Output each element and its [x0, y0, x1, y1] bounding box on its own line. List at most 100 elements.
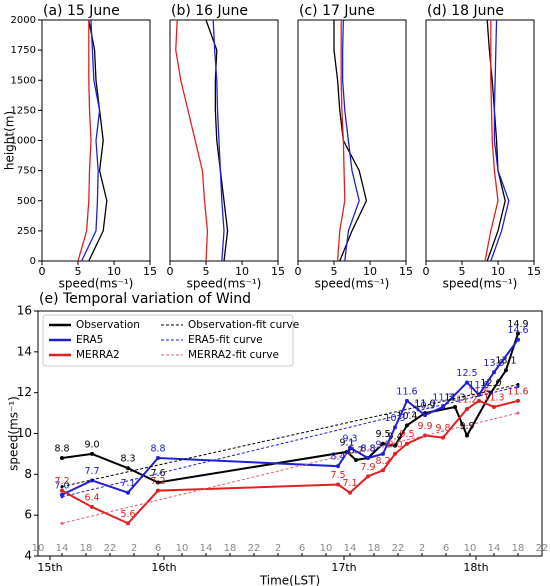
- x-tick-label: 15: [271, 265, 285, 278]
- value-label: 9.0: [387, 439, 402, 450]
- y-axis-label: speed(ms⁻¹): [7, 396, 21, 471]
- value-label: 11.9: [468, 380, 489, 391]
- y-tick-label: 14: [17, 344, 32, 358]
- y-tick-label: 250: [17, 226, 36, 237]
- x-tick-label: 5: [75, 265, 82, 278]
- value-label: 7.1: [342, 478, 357, 489]
- value-label: 11.0: [414, 399, 435, 410]
- point: [60, 495, 64, 499]
- value-label: 7.6: [150, 468, 165, 479]
- series-line: [77, 20, 92, 262]
- x-tick-label: 10: [363, 265, 377, 278]
- point: [405, 398, 409, 403]
- x-tick-label: 6: [155, 543, 161, 554]
- x-axis-label: speed(ms⁻¹): [59, 277, 134, 291]
- series-line: [341, 19, 360, 262]
- value-label: 8.8: [360, 444, 375, 455]
- point: [156, 480, 160, 485]
- x-tick-label: 2: [419, 543, 425, 554]
- series-line: [336, 20, 346, 262]
- x-tick-label: 22: [104, 543, 117, 554]
- point: [405, 423, 409, 428]
- y-tick-label: 12: [17, 385, 32, 399]
- fit-line: [61, 384, 519, 488]
- point: [441, 435, 445, 440]
- value-label: 8.3: [120, 454, 135, 465]
- point: [504, 368, 508, 373]
- point: [516, 331, 520, 336]
- point: [465, 407, 469, 411]
- x-axis-label: speed(ms⁻¹): [187, 277, 262, 291]
- value-label: 7.9: [360, 462, 375, 473]
- value-label: 9.1: [339, 437, 354, 448]
- value-label: 11.3: [444, 392, 465, 403]
- x-tick-label: 14: [488, 543, 501, 554]
- x-tick-label: 22: [536, 543, 549, 554]
- value-label: 9.9: [417, 421, 432, 432]
- y-tick-label: 1000: [11, 136, 36, 147]
- value-label: 13.1: [495, 356, 516, 367]
- point: [381, 451, 385, 456]
- value-label: 9.4: [387, 431, 402, 442]
- x-tick-label: 0: [423, 265, 430, 278]
- series-line: [490, 19, 510, 262]
- plot-frame: [297, 19, 407, 262]
- value-label: 9.9: [459, 421, 474, 432]
- y-tick-label: 750: [17, 166, 36, 177]
- value-label: 11.2: [456, 395, 477, 406]
- value-label: 10.4: [396, 411, 417, 422]
- series-line: [61, 338, 519, 496]
- point: [126, 490, 130, 495]
- value-label: 7.7: [84, 466, 99, 477]
- point: [126, 466, 130, 471]
- value-label: 9.0: [84, 439, 99, 450]
- value-label: 9.5: [375, 429, 390, 440]
- point: [126, 521, 130, 526]
- x-tick-label: 2: [275, 543, 281, 554]
- value-label: 11.6: [468, 386, 489, 397]
- value-label: 6.4: [84, 493, 99, 504]
- value-label: 14.6: [507, 325, 528, 336]
- value-label: 12.0: [480, 378, 501, 389]
- value-label: 8.2: [375, 456, 390, 467]
- value-label: 5.6: [120, 509, 135, 520]
- x-tick-label: 18: [224, 543, 237, 554]
- point: [423, 433, 427, 438]
- legend-label: MERRA2: [76, 349, 120, 361]
- point: [441, 404, 445, 409]
- value-label: 9.8: [435, 423, 450, 434]
- point: [348, 490, 352, 495]
- point: [60, 488, 64, 493]
- legend-label: ERA5: [76, 334, 103, 346]
- x-tick-label: 15: [399, 265, 413, 278]
- value-label: 8.8: [360, 444, 375, 455]
- x-tick-label: 15: [143, 265, 157, 278]
- point: [516, 411, 520, 415]
- x-tick-label: 15: [527, 265, 541, 278]
- y-tick-label: 1500: [11, 75, 36, 86]
- fit-line: [61, 386, 519, 498]
- value-label: 11.3: [483, 392, 504, 403]
- point: [354, 458, 358, 463]
- x-axis-label: speed(ms⁻¹): [443, 277, 518, 291]
- point: [336, 482, 340, 487]
- chart-title: (a) 15 June: [43, 3, 120, 19]
- point: [465, 380, 469, 385]
- y-tick-label: 10: [17, 426, 32, 440]
- y-tick-label: 4: [24, 549, 32, 563]
- point: [492, 370, 496, 375]
- x-tick-label: 18: [368, 543, 381, 554]
- chart-title: (e) Temporal variation of Wind: [39, 291, 251, 307]
- series-line: [484, 20, 499, 262]
- value-label: 8.8: [150, 444, 165, 455]
- point: [393, 425, 397, 430]
- x-axis-label: Time(LST): [259, 574, 320, 586]
- x-tick-label: 18: [80, 543, 93, 554]
- point: [516, 398, 520, 403]
- day-label: 17th: [331, 561, 356, 574]
- day-label: 16th: [151, 561, 176, 574]
- y-tick-label: 6: [24, 508, 32, 522]
- legend-label: Observation-fit curve: [188, 319, 299, 331]
- point: [156, 456, 160, 460]
- x-tick-label: 10: [107, 265, 121, 278]
